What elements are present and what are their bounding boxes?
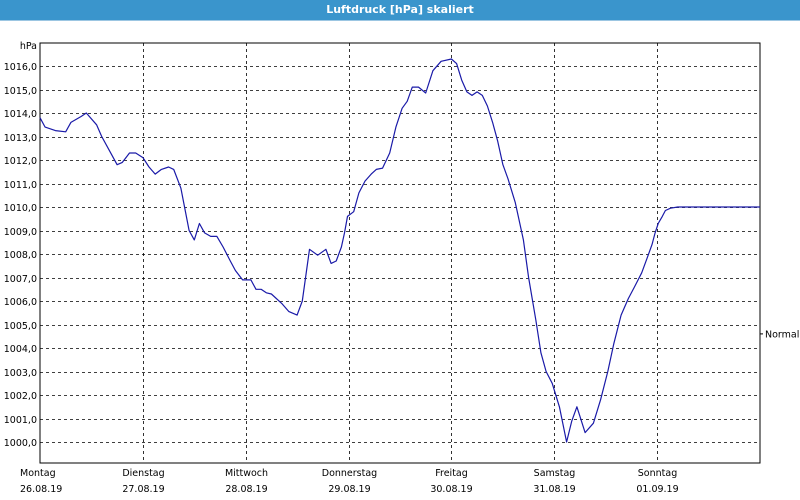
x-tick-day: Freitag bbox=[435, 468, 468, 479]
grid-layer bbox=[40, 43, 760, 463]
y-tick-label: 1008,0 bbox=[4, 250, 37, 261]
y-tick-label: 1016,0 bbox=[4, 62, 37, 73]
x-tick-date: 28.08.19 bbox=[225, 484, 267, 495]
window-title: Luftdruck [hPa] skaliert bbox=[0, 0, 800, 20]
x-tick-date: 29.08.19 bbox=[328, 484, 370, 495]
y-tick-label: 1005,0 bbox=[4, 321, 37, 332]
series-line-luftdruck bbox=[39, 58, 760, 443]
y-tick-label: 1002,0 bbox=[4, 391, 37, 402]
y-tick-label: 1007,0 bbox=[4, 274, 37, 285]
x-tick-date: 30.08.19 bbox=[430, 484, 472, 495]
reference-label: Normal bbox=[765, 329, 799, 340]
x-tick-day: Mittwoch bbox=[225, 468, 268, 479]
y-tick-label: 1013,0 bbox=[4, 133, 37, 144]
y-tick-label: 1004,0 bbox=[4, 344, 37, 355]
y-tick-label: 1006,0 bbox=[4, 297, 37, 308]
x-tick-day: Donnerstag bbox=[322, 468, 377, 479]
x-tick-date: 31.08.19 bbox=[533, 484, 575, 495]
y-axis-unit: hPa bbox=[20, 41, 37, 52]
y-tick-label: 1015,0 bbox=[4, 86, 37, 97]
y-tick-label: 1009,0 bbox=[4, 227, 37, 238]
x-tick-day: Sonntag bbox=[638, 468, 677, 479]
y-tick-label: 1014,0 bbox=[4, 109, 37, 120]
y-tick-label: 1010,0 bbox=[4, 203, 37, 214]
x-tick-date: 27.08.19 bbox=[122, 484, 164, 495]
x-tick-date: 26.08.19 bbox=[20, 484, 62, 495]
axis-layer: 1000,0 1001,0 1002,0 1003,0 1004,0 1005,0 1006… bbox=[4, 41, 800, 495]
y-tick-label: 1003,0 bbox=[4, 368, 37, 379]
y-tick-label: 1001,0 bbox=[4, 415, 37, 426]
plot-frame bbox=[39, 42, 761, 464]
x-tick-day: Samstag bbox=[534, 468, 576, 479]
title-divider bbox=[0, 20, 800, 21]
y-tick-label: 1000,0 bbox=[4, 438, 37, 449]
x-tick-day: Dienstag bbox=[122, 468, 164, 479]
y-tick-label: 1011,0 bbox=[4, 180, 37, 191]
x-tick-date: 01.09.19 bbox=[636, 484, 678, 495]
x-tick-day: Montag bbox=[20, 468, 56, 479]
y-tick-label: 1012,0 bbox=[4, 156, 37, 167]
